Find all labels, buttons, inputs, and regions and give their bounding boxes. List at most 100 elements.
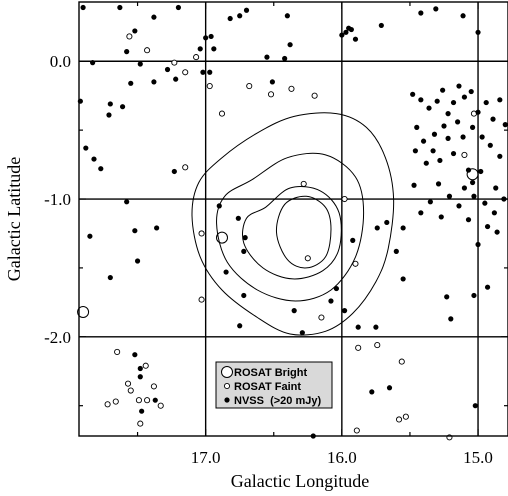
nvss-point — [216, 203, 222, 209]
nvss-point — [414, 124, 420, 130]
nvss-point — [80, 4, 86, 11]
legend: ROSAT Bright ROSAT Faint NVSS (>20 mJy) — [215, 361, 333, 409]
nvss-point — [445, 111, 451, 117]
nvss-point — [173, 76, 179, 82]
nvss-point — [242, 235, 248, 241]
nvss-point — [386, 385, 393, 391]
rosat-faint-point — [142, 362, 149, 369]
nvss-point — [299, 330, 305, 336]
nvss-point — [455, 119, 461, 125]
rosat-faint-point — [144, 47, 151, 54]
nvss-point — [426, 105, 432, 111]
nvss-point — [151, 79, 157, 85]
x-tick-label: 17.0 — [191, 448, 221, 467]
rosat-faint-point — [355, 344, 362, 351]
rosat-faint-point — [157, 402, 164, 409]
nvss-point — [241, 248, 247, 254]
rosat-faint-point — [135, 397, 142, 404]
rosat-faint-point — [206, 82, 213, 90]
nvss-point — [465, 167, 472, 173]
nvss-point — [410, 91, 416, 97]
legend-label-rosat-bright: ROSAT Bright — [234, 367, 307, 379]
nvss-point — [472, 403, 478, 409]
rosat-faint-point — [198, 296, 205, 303]
nvss-point — [227, 15, 233, 22]
nvss-point — [83, 145, 89, 151]
rosat-faint-point — [311, 92, 318, 99]
nvss-point — [348, 26, 354, 33]
contour-line — [216, 152, 365, 302]
nvss-point — [91, 156, 97, 162]
nvss-point — [482, 200, 488, 206]
nvss-point — [208, 33, 214, 40]
nvss-point — [137, 61, 143, 67]
nvss-point — [444, 294, 450, 300]
rosat-bright-point — [216, 231, 228, 244]
nvss-point — [418, 10, 424, 16]
rosat-faint-point — [461, 151, 468, 158]
nvss-point — [475, 29, 481, 35]
nvss-point — [456, 83, 462, 89]
nvss-point — [223, 269, 229, 275]
nvss-point — [134, 258, 141, 264]
rosat-faint-point — [126, 33, 133, 40]
nvss-point — [98, 166, 104, 172]
nvss-point — [119, 104, 126, 110]
nvss-point — [438, 214, 444, 220]
nvss-point — [430, 148, 436, 154]
nvss-point — [440, 87, 446, 93]
nvss-point — [90, 60, 96, 66]
nvss-point — [264, 54, 270, 60]
nvss-point — [124, 49, 130, 55]
nvss-point — [269, 79, 275, 85]
nvss-point — [175, 4, 182, 11]
nvss-point — [475, 241, 481, 248]
rosat-faint-point — [318, 314, 325, 321]
nvss-point — [431, 131, 438, 137]
legend-marker-rosat-bright — [221, 366, 233, 378]
nvss-point — [450, 99, 457, 106]
nvss-point — [124, 199, 130, 205]
nvss-point — [465, 217, 472, 223]
rosat-faint-point — [353, 427, 360, 434]
rosat-faint-point — [182, 69, 189, 76]
nvss-point — [107, 274, 113, 281]
nvss-point — [461, 185, 468, 191]
nvss-point — [235, 215, 241, 221]
rosat-faint-point — [374, 342, 381, 349]
rosat-faint-point — [182, 164, 189, 171]
nvss-point — [400, 276, 406, 282]
x-axis-label: Galactic Longitude — [231, 471, 369, 491]
nvss-point — [197, 46, 203, 52]
rosat-faint-point — [171, 59, 178, 66]
rosat-faint-point — [246, 82, 253, 90]
nvss-point — [211, 46, 217, 52]
nvss-point — [411, 182, 417, 188]
nvss-point — [400, 225, 406, 231]
nvss-point — [433, 6, 439, 12]
nvss-point — [420, 138, 427, 144]
nvss-point — [441, 123, 447, 129]
nvss-point — [151, 14, 157, 20]
nvss-point — [207, 69, 213, 75]
nvss-point — [468, 88, 474, 95]
rosat-faint-point — [112, 398, 119, 405]
nvss-point — [446, 193, 453, 199]
nvss-point — [328, 298, 334, 304]
nvss-point — [341, 308, 348, 314]
rosat-faint-point — [150, 383, 157, 390]
nvss-point — [461, 94, 468, 100]
nvss-point — [128, 80, 134, 86]
nvss-point — [418, 97, 424, 103]
nvss-point — [471, 292, 477, 299]
nvss-point — [479, 134, 485, 140]
nvss-point — [152, 397, 158, 403]
nvss-point — [412, 148, 418, 154]
nvss-point — [369, 389, 375, 395]
nvss-point — [154, 225, 160, 231]
rosat-faint-point — [144, 397, 151, 404]
nvss-point — [475, 109, 481, 115]
nvss-point — [378, 22, 384, 29]
nvss-point — [497, 97, 503, 103]
